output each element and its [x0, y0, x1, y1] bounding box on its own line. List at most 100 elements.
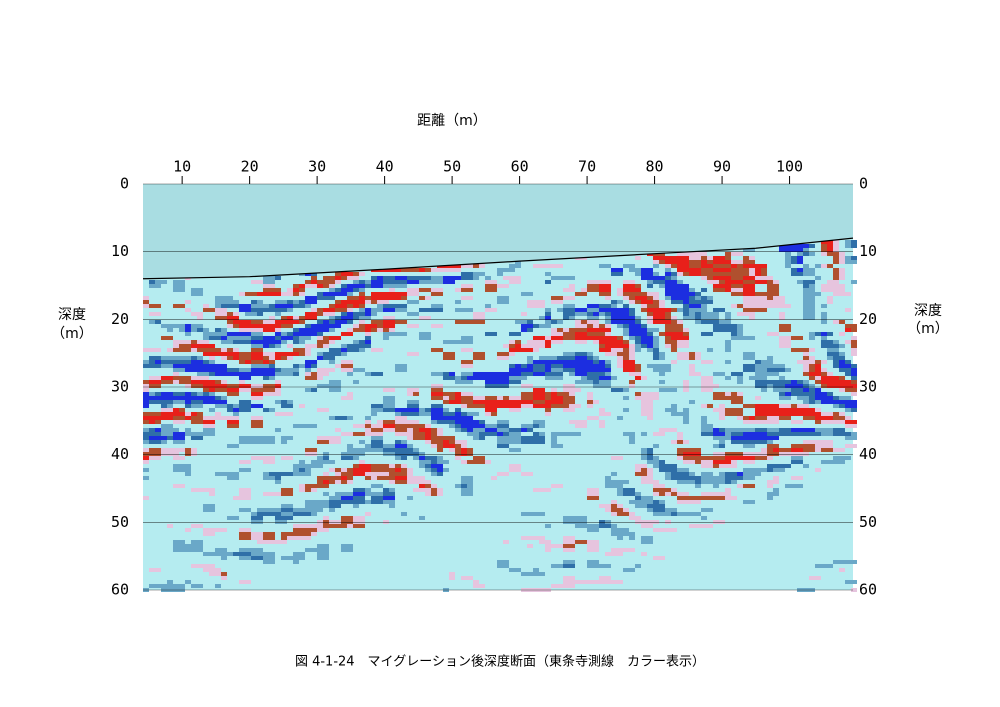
texture-cell: [821, 336, 827, 340]
texture-cell: [203, 400, 209, 404]
texture-cell: [539, 300, 545, 304]
texture-cell: [803, 440, 809, 444]
texture-cell: [611, 508, 617, 512]
texture-cell: [677, 456, 683, 460]
texture-cell: [623, 432, 629, 436]
texture-cell: [833, 412, 839, 416]
texture-cell: [809, 296, 815, 300]
texture-cell: [437, 456, 443, 460]
texture-cell: [491, 372, 497, 376]
texture-cell: [395, 304, 401, 308]
texture-cell: [575, 324, 581, 328]
texture-cell: [149, 380, 155, 384]
texture-cell: [287, 372, 293, 376]
texture-cell: [827, 440, 833, 444]
texture-cell: [353, 468, 359, 472]
texture-cell: [497, 356, 503, 360]
texture-cell: [263, 336, 269, 340]
texture-cell: [701, 308, 707, 312]
texture-cell: [803, 464, 809, 468]
texture-cell: [383, 336, 389, 340]
texture-cell: [773, 480, 779, 484]
texture-cell: [761, 412, 767, 416]
texture-cell: [149, 456, 155, 460]
texture-cell: [791, 336, 797, 340]
texture-cell: [413, 388, 419, 392]
texture-cell: [275, 328, 281, 332]
texture-cell: [173, 304, 179, 308]
texture-cell: [731, 460, 737, 464]
texture-cell: [479, 432, 485, 436]
texture-cell: [647, 268, 653, 272]
texture-cell: [347, 448, 353, 452]
texture-cell: [581, 424, 587, 428]
texture-cell: [731, 408, 737, 412]
texture-cell: [299, 488, 305, 492]
texture-cell: [665, 324, 671, 328]
texture-cell: [611, 336, 617, 340]
texture-cell: [263, 320, 269, 324]
texture-cell: [839, 412, 845, 416]
texture-cell: [533, 536, 539, 540]
texture-cell: [635, 328, 641, 332]
texture-cell: [629, 548, 635, 552]
texture-cell: [617, 548, 623, 552]
texture-cell: [263, 540, 269, 544]
texture-cell: [635, 348, 641, 352]
texture-cell: [245, 536, 251, 540]
texture-cell: [827, 564, 833, 568]
texture-cell: [593, 544, 599, 548]
texture-cell: [533, 364, 539, 368]
texture-cell: [677, 288, 683, 292]
texture-cell: [305, 512, 311, 516]
texture-cell: [629, 436, 635, 440]
texture-cell: [683, 264, 689, 268]
texture-cell: [815, 276, 821, 280]
texture-cell: [731, 328, 737, 332]
texture-cell: [281, 404, 287, 408]
texture-cell: [827, 240, 833, 244]
texture-cell: [713, 520, 719, 524]
texture-cell: [791, 460, 797, 464]
texture-cell: [701, 476, 707, 480]
texture-cell: [533, 348, 539, 352]
texture-cell: [149, 356, 155, 360]
texture-cell: [557, 340, 563, 344]
texture-cell: [257, 532, 263, 536]
texture-cell: [539, 316, 545, 320]
texture-cell: [167, 364, 173, 368]
texture-cell: [227, 340, 233, 344]
texture-cell: [389, 280, 395, 284]
texture-cell: [221, 296, 227, 300]
texture-cell: [467, 372, 473, 376]
texture-cell: [347, 312, 353, 316]
texture-cell: [335, 324, 341, 328]
texture-cell: [323, 352, 329, 356]
texture-cell: [509, 440, 515, 444]
texture-cell: [401, 420, 407, 424]
texture-cell: [725, 472, 731, 476]
texture-cell: [539, 488, 545, 492]
texture-cell: [851, 256, 857, 260]
texture-cell: [755, 292, 761, 296]
texture-cell: [563, 580, 569, 584]
texture-cell: [791, 428, 797, 432]
texture-cell: [371, 324, 377, 328]
texture-cell: [161, 360, 167, 364]
texture-cell: [305, 452, 311, 456]
texture-cell: [335, 272, 341, 276]
texture-cell: [233, 304, 239, 308]
texture-cell: [203, 308, 209, 312]
texture-cell: [533, 324, 539, 328]
texture-cell: [257, 556, 263, 560]
texture-cell: [185, 400, 191, 404]
texture-cell: [761, 280, 767, 284]
texture-cell: [329, 368, 335, 372]
texture-cell: [701, 516, 707, 520]
texture-cell: [455, 376, 461, 380]
texture-cell: [167, 448, 173, 452]
texture-cell: [485, 380, 491, 384]
texture-cell: [575, 404, 581, 408]
texture-cell: [443, 352, 449, 356]
texture-cell: [173, 420, 179, 424]
